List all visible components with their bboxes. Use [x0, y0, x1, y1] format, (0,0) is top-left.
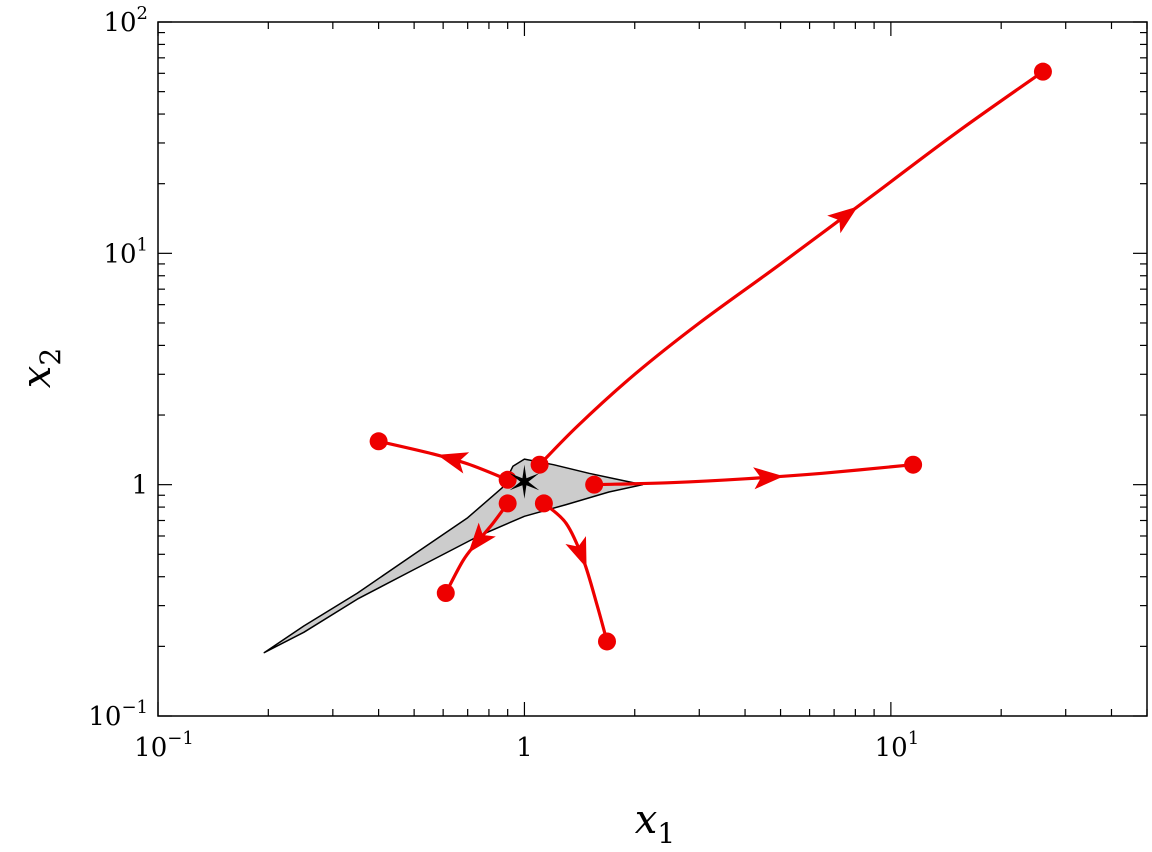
y-tick-label: 101	[103, 234, 148, 269]
x-tick-label: 1	[516, 733, 533, 763]
trajectory-end-point	[597, 632, 616, 651]
trajectory-arrow	[827, 206, 858, 234]
trajectory-end-point	[1033, 62, 1052, 81]
trajectory-end-point	[436, 584, 455, 603]
x-tick-label: 101	[875, 728, 920, 763]
y-tick-label: 10−1	[88, 697, 148, 732]
trajectory-arrow	[565, 536, 587, 569]
x-axis-label: x1	[635, 797, 675, 850]
trajectory-arrow	[468, 522, 496, 553]
plot-frame	[157, 21, 1148, 717]
equilibrium-star-marker	[509, 464, 540, 499]
trajectory-start-point	[534, 494, 553, 513]
y-tick-label: 1	[131, 471, 148, 501]
trajectory-line	[592, 463, 915, 487]
trajectories-layer	[369, 62, 1052, 651]
y-tick-label: 102	[103, 3, 148, 38]
equilibrium-layer	[509, 464, 540, 499]
trajectory-end-point	[904, 455, 923, 474]
trajectory-start-point	[585, 475, 604, 494]
trajectory-start-point	[498, 470, 517, 489]
ticks-layer: 10−1 1 101 10−1 1 101 102	[88, 3, 1148, 763]
trajectory-start-point	[530, 455, 549, 474]
trajectory-arrow	[753, 467, 784, 490]
trajectory-start-point	[498, 494, 517, 513]
trajectory-line	[542, 501, 609, 644]
trajectory-end-point	[369, 432, 388, 451]
trajectory-line	[538, 70, 1045, 467]
trajectory-line	[377, 439, 510, 482]
trajectory-arrow	[437, 452, 470, 474]
x-tick-label: 10−1	[134, 728, 194, 763]
y-axis-label: x2	[14, 348, 67, 388]
